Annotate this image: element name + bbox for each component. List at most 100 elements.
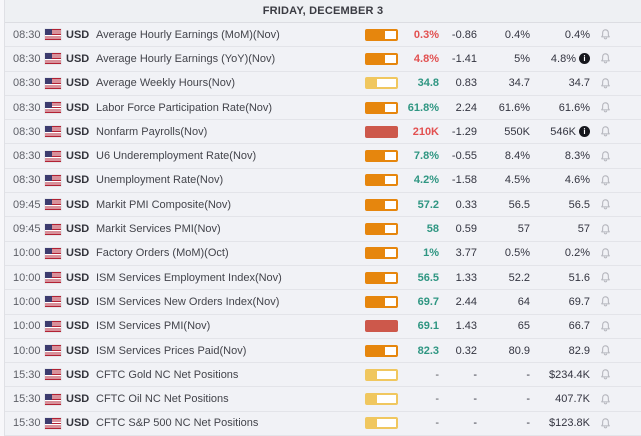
consensus-value: 5%: [514, 52, 530, 65]
us-flag-icon: [45, 102, 61, 114]
event-name: Average Weekly Hours(Nov): [96, 77, 235, 90]
bell-icon: [601, 102, 610, 113]
deviation-value: -1.29: [451, 125, 477, 138]
us-flag-icon: [45, 53, 61, 65]
event-row[interactable]: 10:00 USD ISM Services New Orders Index(…: [5, 290, 641, 315]
bell-icon: [601, 199, 610, 210]
notification-bell-button[interactable]: [590, 295, 621, 308]
notification-bell-button[interactable]: [590, 223, 621, 236]
us-flag-icon: [45, 417, 61, 429]
volatility-fill: [367, 30, 386, 39]
notification-bell-button[interactable]: [590, 320, 621, 333]
event-row[interactable]: 10:00 USD ISM Services Prices Paid(Nov) …: [5, 338, 641, 364]
volatility-indicator-icon: [365, 28, 398, 41]
notification-bell-button[interactable]: [590, 174, 621, 187]
notification-bell-button[interactable]: [590, 28, 621, 41]
flag-canton: [45, 296, 52, 303]
currency-label: USD: [66, 150, 90, 163]
previous-value: 546K i: [530, 126, 590, 138]
event-time: 08:30: [13, 28, 41, 41]
notification-bell-button[interactable]: [590, 368, 621, 381]
actual-value: 82.3: [417, 344, 439, 357]
event-time: 10:00: [13, 271, 41, 284]
bell-icon: [601, 296, 610, 307]
currency-label: USD: [66, 125, 90, 138]
notification-bell-button[interactable]: [590, 271, 621, 284]
volatility-indicator-icon: [365, 295, 398, 308]
currency-label: USD: [66, 393, 90, 406]
volatility-indicator-icon: [365, 150, 398, 163]
deviation-value: -1.41: [451, 52, 477, 65]
bell-icon: [601, 126, 610, 137]
deviation-value: 1.33: [455, 271, 477, 284]
notification-bell-button[interactable]: [590, 52, 621, 65]
notification-bell-button[interactable]: [590, 198, 621, 211]
event-row[interactable]: 09:45 USD Markit Services PMI(Nov) 58 0.…: [5, 217, 641, 242]
notification-bell-button[interactable]: [590, 417, 621, 430]
info-icon[interactable]: i: [579, 126, 590, 138]
event-name: Factory Orders (MoM)(Oct): [96, 247, 229, 260]
notification-bell-button[interactable]: [590, 247, 621, 260]
event-row[interactable]: 08:30 USD Average Weekly Hours(Nov) 34.8…: [5, 71, 641, 96]
consensus-value: 4.5%: [504, 174, 530, 187]
event-row[interactable]: 10:00 USD ISM Services Employment Index(…: [5, 265, 641, 291]
us-flag-icon: [45, 126, 61, 138]
previous-value: 66.7: [530, 320, 590, 332]
event-time: 15:30: [13, 368, 41, 381]
consensus-value: 52.2: [508, 271, 530, 284]
info-icon[interactable]: i: [579, 53, 590, 65]
event-row[interactable]: 08:30 USD Nonfarm Payrolls(Nov) 210K -1.…: [5, 120, 641, 145]
notification-bell-button[interactable]: [590, 393, 621, 406]
event-row[interactable]: 09:45 USD Markit PMI Composite(Nov) 57.2…: [5, 193, 641, 218]
notification-bell-button[interactable]: [590, 125, 621, 138]
deviation-value: 2.44: [455, 295, 477, 308]
event-name: ISM Services Prices Paid(Nov): [96, 344, 247, 357]
notification-bell-button[interactable]: [590, 101, 621, 114]
date-label: FRIDAY, DECEMBER 3: [262, 5, 384, 17]
previous-value: 61.6%: [530, 102, 590, 114]
notification-bell-button[interactable]: [590, 150, 621, 163]
event-name: CFTC Gold NC Net Positions: [96, 368, 239, 381]
event-row[interactable]: 10:00 USD ISM Services PMI(Nov) 69.1 1.4…: [5, 314, 641, 339]
event-time: 08:30: [13, 174, 41, 187]
previous-value: 8.3%: [530, 150, 590, 162]
flag-canton: [45, 393, 52, 400]
bell-icon: [601, 223, 610, 234]
event-row[interactable]: 10:00 USD Factory Orders (MoM)(Oct) 1% 3…: [5, 241, 641, 266]
consensus-value: -: [526, 368, 530, 381]
currency-label: USD: [66, 101, 90, 114]
consensus-value: 65: [517, 320, 530, 333]
event-row[interactable]: 08:30 USD U6 Underemployment Rate(Nov) 7…: [5, 144, 641, 169]
event-row[interactable]: 15:30 USD CFTC Gold NC Net Positions - -…: [5, 363, 641, 388]
actual-value: 4.8%: [413, 52, 439, 65]
bell-icon: [601, 77, 610, 89]
consensus-value: -: [526, 417, 530, 430]
deviation-value: 0.59: [455, 223, 477, 236]
volatility-indicator-icon: [365, 125, 398, 138]
previous-value: 69.7: [530, 296, 590, 308]
event-row[interactable]: 08:30 USD Unemployment Rate(Nov) 4.2% -1…: [5, 168, 641, 194]
event-rows: 08:30 USD Average Hourly Earnings (MoM)(…: [5, 23, 641, 436]
event-time: 08:30: [13, 77, 41, 90]
previous-value: 407.7K: [530, 393, 590, 405]
event-name: CFTC S&P 500 NC Net Positions: [96, 417, 259, 430]
event-row[interactable]: 08:30 USD Average Hourly Earnings (MoM)(…: [5, 23, 641, 48]
flag-canton: [45, 223, 52, 230]
event-row[interactable]: 15:30 USD CFTC Oil NC Net Positions - - …: [5, 387, 641, 412]
deviation-value: 1.43: [455, 320, 477, 333]
notification-bell-button[interactable]: [590, 77, 621, 90]
us-flag-icon: [45, 223, 61, 235]
currency-label: USD: [66, 295, 90, 308]
event-row[interactable]: 08:30 USD Average Hourly Earnings (YoY)(…: [5, 47, 641, 72]
us-flag-icon: [45, 272, 61, 284]
actual-value: 34.8: [417, 77, 439, 90]
currency-label: USD: [66, 52, 90, 65]
bell-icon: [601, 272, 610, 283]
actual-value: 61.8%: [407, 101, 439, 114]
previous-text: 51.6: [568, 271, 590, 284]
flag-canton: [45, 199, 52, 206]
notification-bell-button[interactable]: [590, 344, 621, 357]
volatility-indicator-icon: [365, 174, 398, 187]
event-row[interactable]: 15:30 USD CFTC S&P 500 NC Net Positions …: [5, 411, 641, 436]
event-row[interactable]: 08:30 USD Labor Force Participation Rate…: [5, 95, 641, 121]
